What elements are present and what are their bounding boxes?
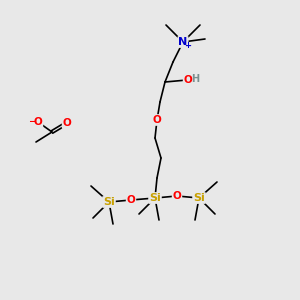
Text: Si: Si (103, 197, 115, 207)
Text: O: O (184, 75, 192, 85)
Text: Si: Si (149, 193, 161, 203)
Text: +: + (184, 41, 191, 50)
Text: N: N (178, 37, 188, 47)
Text: Si: Si (193, 193, 205, 203)
Text: O: O (63, 118, 71, 128)
Text: H: H (191, 74, 199, 85)
Text: O: O (34, 117, 42, 127)
Text: O: O (172, 191, 182, 201)
Text: O: O (153, 115, 161, 125)
Text: −: − (28, 116, 36, 125)
Text: O: O (127, 195, 135, 205)
